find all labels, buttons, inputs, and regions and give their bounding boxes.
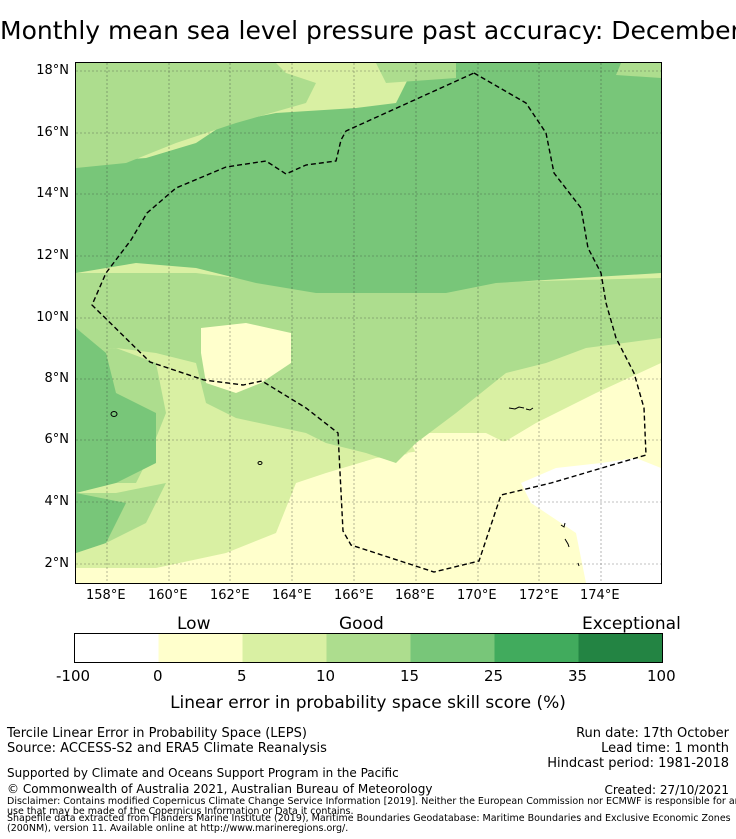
footer-disclaimer-2: use that may be made of the Copernicus I…: [7, 806, 354, 817]
lon-label-168e: 168°E: [395, 588, 435, 603]
eez-boundary: [91, 72, 647, 573]
lat-label-10n: 10°N: [36, 310, 69, 325]
lat-label-12n: 12°N: [36, 248, 69, 263]
footer-created: Created: 27/10/2021: [604, 783, 729, 797]
footer-run-date: Run date: 17th October: [576, 726, 729, 741]
footer-lead-time: Lead time: 1 month: [601, 741, 729, 756]
colorbar-segment-4: [410, 633, 495, 663]
colorbar: [74, 633, 663, 663]
lat-label-8n: 8°N: [44, 371, 70, 386]
colorbar-category-good: Good: [339, 614, 384, 634]
colorbar-tick-5: 25: [484, 667, 504, 685]
footer-method: Tercile Linear Error in Probability Spac…: [7, 726, 307, 741]
footer-hindcast: Hindcast period: 1981-2018: [547, 756, 729, 771]
colorbar-segment-1: [158, 633, 243, 663]
colorbar-category-exceptional: Exceptional: [582, 614, 681, 634]
colorbar-segment-5: [494, 633, 579, 663]
colorbar-label: Linear error in probability space skill …: [170, 693, 566, 713]
footer-disclaimer-1: Disclaimer: Contains modified Copernicus…: [7, 796, 736, 807]
lat-label-2n: 2°N: [44, 556, 70, 571]
colorbar-tick-4: 15: [400, 667, 420, 685]
footer-support: Supported by Climate and Oceans Support …: [7, 766, 399, 780]
colorbar-segment-2: [242, 633, 327, 663]
lat-label-6n: 6°N: [44, 432, 70, 447]
colorbar-tick-0: -100: [56, 667, 91, 685]
lat-label-18n: 18°N: [36, 63, 69, 78]
colorbar-segment-0: [74, 633, 159, 663]
lon-label-174e: 174°E: [580, 588, 620, 603]
colorbar-segment-6: [578, 633, 663, 663]
colorbar-segment-3: [326, 633, 411, 663]
footer-source: Source: ACCESS-S2 and ERA5 Climate Reana…: [7, 741, 327, 756]
lat-label-14n: 14°N: [36, 186, 69, 201]
footer-shapefile-1: Shapefile data extracted from Flanders M…: [7, 813, 731, 824]
colorbar-tick-7: 100: [647, 667, 676, 685]
colorbar-tick-2: 5: [237, 667, 247, 685]
colorbar-category-low: Low: [177, 614, 211, 634]
lon-label-160e: 160°E: [148, 588, 188, 603]
colorbar-tick-6: 35: [568, 667, 588, 685]
skill-score-map: [76, 63, 661, 583]
lon-label-170e: 170°E: [457, 588, 497, 603]
lon-label-158e: 158°E: [86, 588, 126, 603]
footer-shapefile-2: (200NM), version 11. Available online at…: [7, 823, 349, 834]
footer-copyright: © Commonwealth of Australia 2021, Austra…: [7, 782, 433, 796]
lon-label-164e: 164°E: [272, 588, 312, 603]
lon-label-166e: 166°E: [334, 588, 374, 603]
map-panel: [75, 62, 662, 584]
lon-label-172e: 172°E: [519, 588, 559, 603]
lon-label-162e: 162°E: [210, 588, 250, 603]
map-title: Monthly mean sea level pressure past acc…: [0, 16, 736, 45]
colorbar-tick-3: 10: [316, 667, 336, 685]
colorbar-tick-1: 0: [153, 667, 163, 685]
lat-label-4n: 4°N: [44, 494, 70, 509]
lat-label-16n: 16°N: [36, 125, 69, 140]
